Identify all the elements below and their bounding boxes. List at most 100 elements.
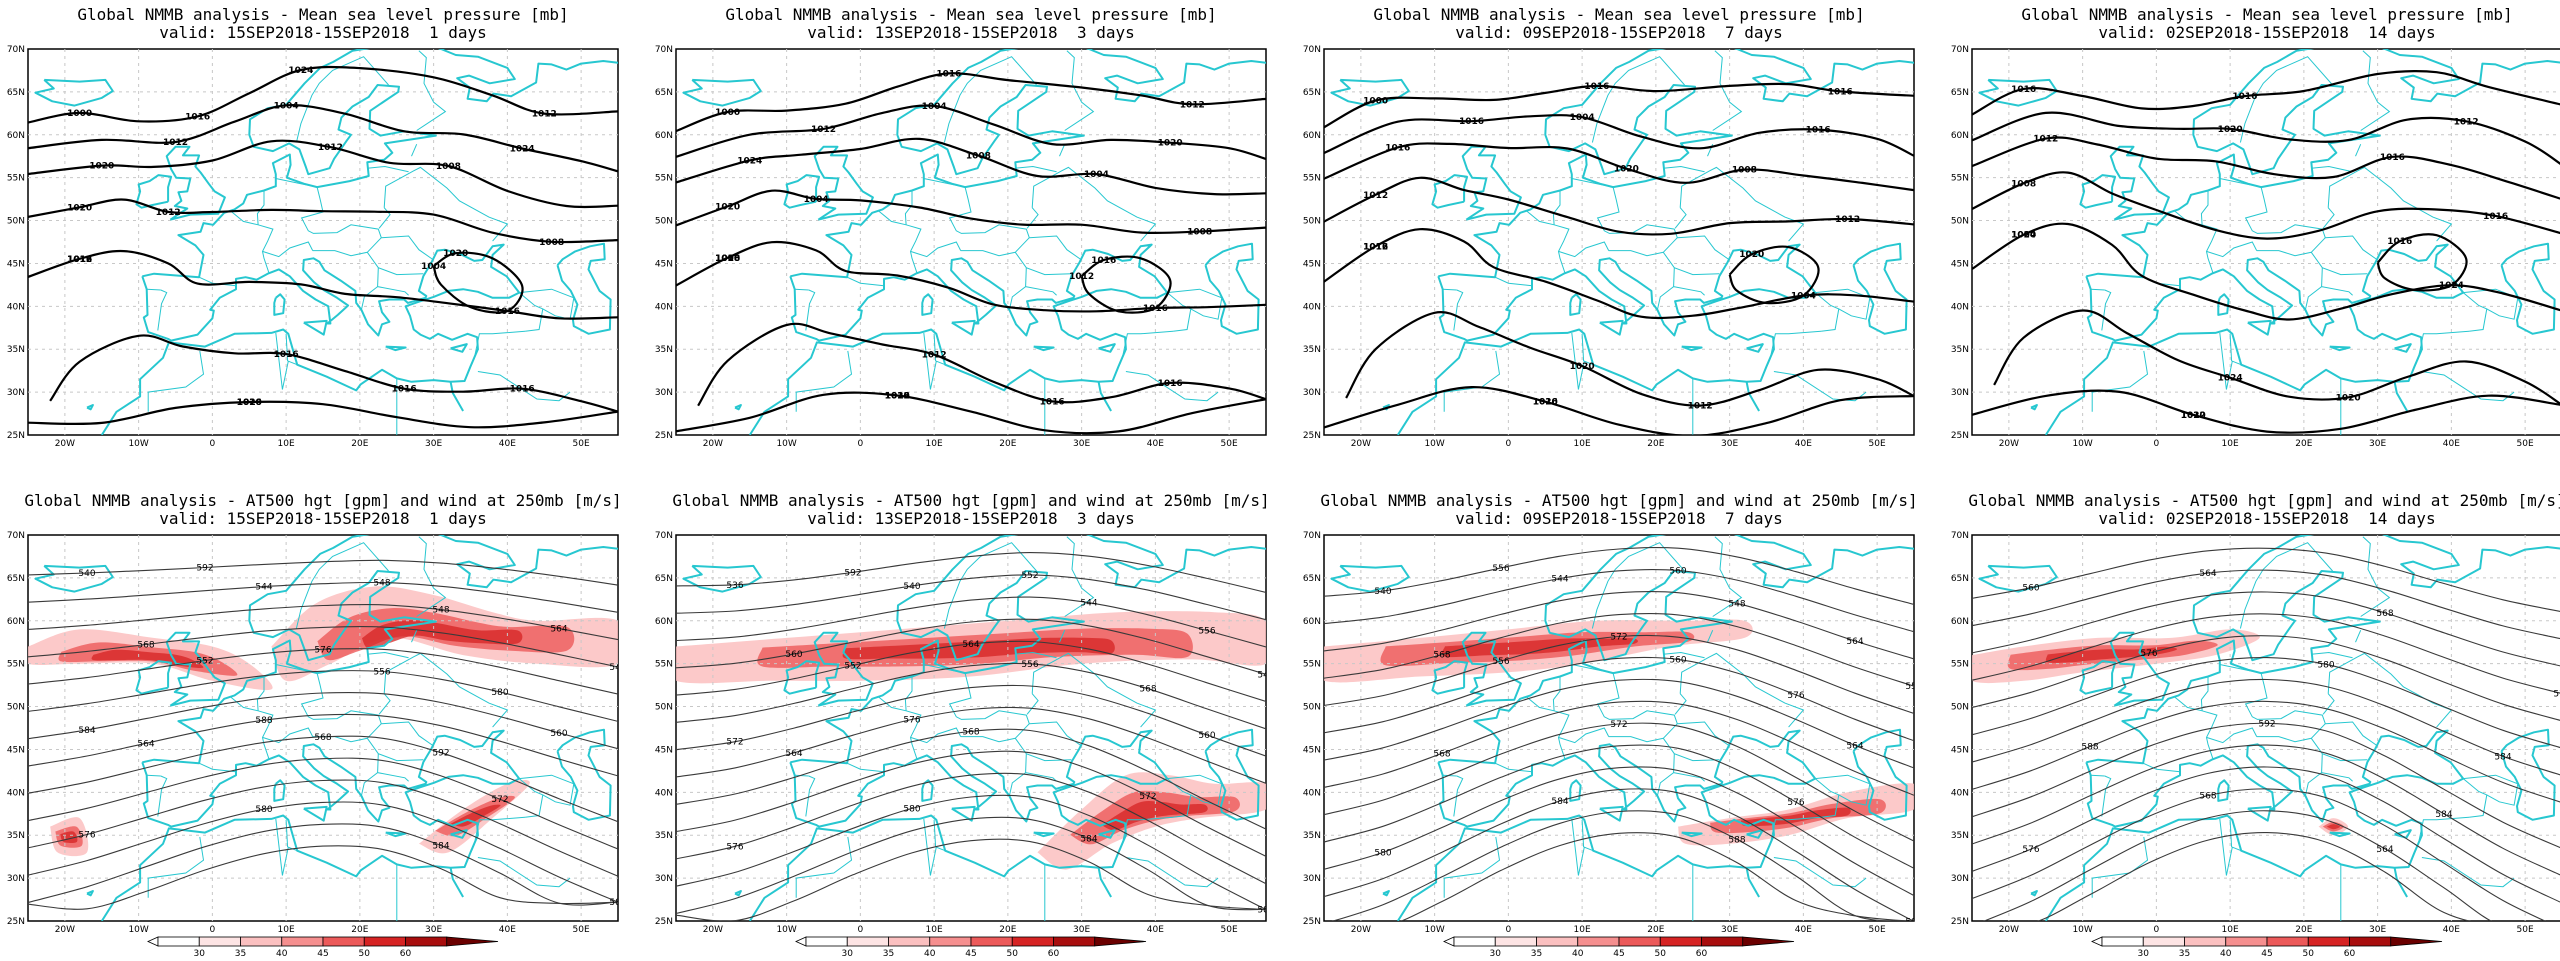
coastline: [1438, 49, 1914, 279]
country-border: [1025, 286, 1057, 296]
country-border: [366, 738, 424, 762]
contour-label: 1008: [1732, 166, 1757, 176]
country-border: [377, 772, 409, 782]
country-border: [1656, 267, 1675, 310]
coastline: [2086, 535, 2560, 765]
contour-label: 1016: [715, 254, 740, 264]
x-tick-label: 20E: [999, 439, 1016, 449]
coastline: [2393, 867, 2408, 898]
height-contour: [1972, 591, 2560, 667]
panel-title-line2: valid: 13SEP2018-15SEP2018 3 days: [807, 23, 1135, 42]
country-border: [805, 775, 816, 817]
panel-title-line1: Global NMMB analysis - AT500 hgt [gpm] a…: [1968, 491, 2560, 510]
coastline: [682, 78, 762, 107]
contour-label: 1012: [1363, 242, 1388, 252]
coastline: [1097, 381, 1112, 412]
contour-label: 1016: [1363, 242, 1388, 252]
country-border: [2310, 738, 2368, 762]
y-tick-label: 60N: [7, 131, 25, 141]
contour-label: 1020: [715, 254, 740, 264]
contour-label: 1004: [1570, 113, 1595, 123]
country-border: [2206, 727, 2258, 744]
contour-label: 1012: [885, 392, 910, 402]
contour-label: 576: [78, 830, 95, 840]
map-frame: [1971, 48, 2560, 436]
contour-label: 576: [1787, 798, 1804, 808]
country-border: [2321, 772, 2353, 782]
x-tick-label: 20E: [351, 439, 368, 449]
height-contour: [28, 559, 618, 586]
coastline: [34, 78, 114, 107]
panel-title: Global NMMB analysis - AT500 hgt [gpm] a…: [1319, 492, 1919, 528]
coastline: [1204, 242, 1260, 335]
coastline: [2109, 145, 2170, 221]
contour-label: 564: [2199, 569, 2216, 579]
country-border: [1025, 772, 1057, 782]
coastline: [951, 805, 976, 822]
coastline: [86, 404, 94, 411]
contour-label: 548: [373, 579, 390, 589]
country-border: [1552, 190, 1561, 225]
isobar: [676, 137, 1266, 196]
colorbar-swatch: [2266, 936, 2309, 947]
x-tick-label: 50E: [2517, 439, 2534, 449]
height-contour: [676, 552, 1266, 594]
colorbar-label: 45: [317, 949, 328, 959]
country-border: [367, 165, 409, 173]
contour-label: 1004: [1791, 292, 1816, 302]
colorbar-swatch: [1536, 936, 1579, 947]
country-border: [477, 371, 571, 402]
contour-label: 564: [2376, 845, 2393, 855]
country-border: [1760, 816, 1822, 868]
x-tick-label: 10W: [776, 439, 796, 449]
country-border: [2322, 693, 2335, 715]
country-border: [1815, 774, 1871, 806]
x-tick-label: 10E: [278, 925, 295, 935]
coastline: [165, 631, 226, 707]
contour-label: 1020: [1158, 139, 1183, 149]
contour-label: 1004: [274, 101, 299, 111]
country-border: [2304, 753, 2323, 796]
height-contour: [1972, 700, 2560, 803]
contour-label: 1012: [1835, 215, 1860, 225]
colorbar-swatch: [1701, 936, 1744, 947]
country-border: [464, 816, 526, 868]
country-border: [2239, 56, 2333, 143]
contour-label: 1016: [2380, 153, 2405, 163]
y-tick-label: 30N: [1303, 388, 1321, 398]
x-tick-label: 0: [210, 439, 216, 449]
country-border: [923, 332, 946, 390]
coastline: [1438, 535, 1914, 765]
height-contour: [1324, 590, 1914, 660]
country-border: [300, 186, 382, 238]
map-frame: [675, 48, 1267, 436]
isobar: [28, 139, 618, 209]
contour-label: 1016: [2483, 212, 2508, 222]
coastline: [2393, 381, 2408, 412]
country-border: [1591, 56, 1685, 143]
contour-label: 572: [1139, 792, 1156, 802]
isobar: [1972, 389, 2560, 434]
y-tick-label: 40N: [7, 302, 25, 312]
colorbar-swatch: [805, 936, 848, 947]
coastline: [2329, 831, 2351, 838]
country-border: [366, 252, 424, 276]
contour-label: 560: [1669, 655, 1686, 665]
colorbar-label: 40: [276, 949, 288, 959]
country-border: [1558, 727, 1610, 744]
coastline: [450, 343, 468, 353]
country-border: [933, 819, 937, 848]
contour-label: 1020: [2218, 125, 2243, 135]
country-border: [878, 696, 922, 760]
colorbar: 30 35 40 45 50 60: [795, 936, 1147, 959]
contour-label: 568: [1433, 651, 1450, 661]
colorbar-swatch: [446, 936, 499, 947]
x-tick-label: 50E: [1221, 925, 1238, 935]
coastline: [2109, 631, 2170, 707]
y-tick-label: 25N: [655, 431, 673, 441]
height-contour: [676, 706, 1266, 784]
coastline: [165, 145, 226, 221]
country-border: [256, 676, 265, 711]
country-border: [378, 207, 391, 229]
coastline: [682, 564, 762, 593]
